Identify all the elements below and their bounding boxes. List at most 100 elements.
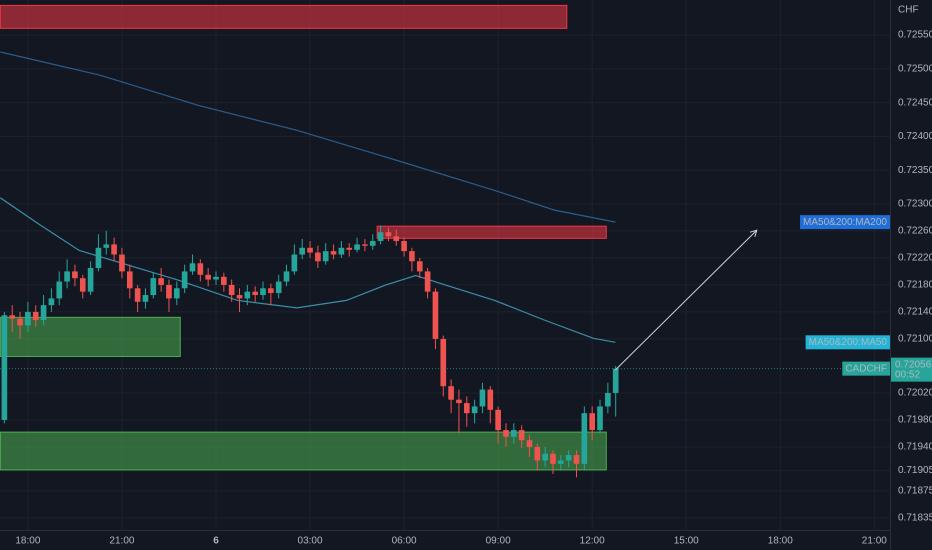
candle-body [589,413,596,431]
candle-body [369,241,376,246]
zone [0,431,607,471]
last-price-box [891,357,932,382]
y-tick-label: 0.72450 [898,97,932,108]
y-tick-label: 0.71875 [898,485,932,496]
candle-body [126,271,133,289]
candle-body [48,298,55,306]
candle-body [362,244,368,246]
candle-body [150,278,157,296]
candle-body [134,288,141,302]
candle-body [142,295,149,302]
x-tick-label: 18:00 [768,536,793,547]
candle-body [409,251,415,262]
y-tick-label: 0.72300 [898,199,932,210]
candle-body [495,409,501,431]
candle-body [510,430,517,437]
candle-body [32,311,39,321]
candle-body [260,288,266,296]
x-tick-label: 21:00 [109,536,134,547]
candle-body [111,244,117,255]
candle-body [322,251,329,262]
arrow-head [749,229,758,238]
candle-body [432,291,439,339]
candle-body [158,278,164,285]
series-label: MA50&200:MA200 [803,217,887,228]
candle-body [479,389,486,407]
candle-body [534,446,541,461]
y-tick-label: 0.72500 [898,64,932,75]
candle-body [166,284,172,299]
y-tick-label: 0.72140 [898,307,932,318]
y-tick-label: 0.71835 [898,512,932,523]
x-tick-label: 15:00 [674,536,699,547]
series-label-box [805,335,890,350]
candle-body [542,453,548,461]
symbol-label: CADCHF [845,363,887,374]
candle-body [17,318,23,326]
x-tick-label: 06:00 [392,536,417,547]
candle-body [299,247,306,255]
candle-body [424,271,431,292]
candle-body [25,311,31,326]
candle-body [526,440,533,447]
symbol-box [842,361,890,376]
candle-body [173,288,180,299]
candle-body [315,252,321,262]
candle-body [605,392,611,407]
candle-body [581,413,588,464]
candle-body [612,368,619,393]
countdown-label: 00:52 [895,369,920,380]
candle-body [252,291,259,296]
projection-arrow [615,229,758,371]
candle-body [503,430,509,437]
candle-body [103,244,110,248]
candle-body [228,284,235,296]
y-tick-label: 0.72020 [898,388,932,399]
x-tick-label: 6 [213,536,219,547]
candle-body [377,232,384,242]
candle-body [95,247,102,269]
candle-body [565,455,572,461]
y-tick-label: 0.72260 [898,226,932,237]
candle-body [283,271,290,282]
x-tick-label: 03:00 [298,536,323,547]
candle-body [346,247,353,250]
candle-body [338,247,345,255]
candle-body [189,263,196,272]
candle-body [244,291,251,299]
candle-body [550,453,556,464]
candle-body [456,399,462,404]
candle-body [385,232,392,237]
y-tick-label: 0.71905 [898,465,932,476]
y-tick-label: 0.72180 [898,280,932,291]
candle-body [518,430,525,441]
candle-body [197,263,204,275]
candle-body [64,271,70,282]
candle-body [1,315,8,420]
zone [0,4,568,29]
candle-body [440,338,447,387]
candle-body [393,236,400,242]
candle-body [72,271,78,279]
candle-body [40,305,47,321]
x-tick-label: 12:00 [580,536,605,547]
candle-body [268,288,274,294]
zone [376,225,607,239]
candle-body [119,254,125,272]
candle-body [354,244,360,250]
y-tick-label: 0.72100 [898,334,932,345]
y-tick-label: 0.72350 [898,165,932,176]
candle-body [416,261,423,272]
y-tick-label: 0.72400 [898,131,932,142]
candle-body [463,403,470,414]
candle-body [221,276,227,285]
candle-body [79,278,86,292]
currency-label: CHF [898,5,919,16]
candle-body [236,295,243,299]
candle-body [205,274,211,280]
series-label-box [800,215,890,230]
y-tick-label: 0.72550 [898,30,932,41]
candle-body [573,455,580,464]
candle-body [558,460,564,464]
